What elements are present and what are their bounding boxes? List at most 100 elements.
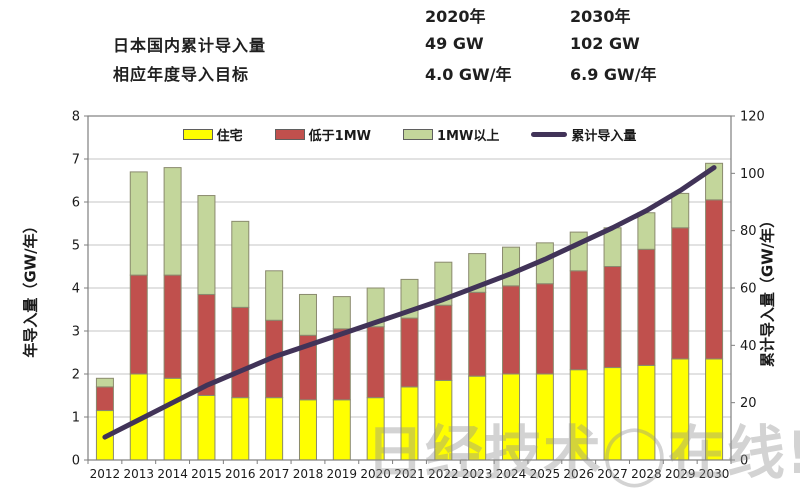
tick-label: 2015	[191, 467, 222, 481]
bar-segment-s2-2024	[502, 246, 521, 287]
bar-segment-s2-2018	[298, 293, 317, 336]
bar-segment-s2-2027	[603, 227, 622, 268]
left-axis-title: 年导入量（GW/年）	[21, 218, 40, 358]
bar-segment-s0-2024	[502, 373, 521, 461]
tick-label: 2019	[327, 467, 358, 481]
tick-label: 2012	[90, 467, 121, 481]
x-axis-labels: 2012 2013 2014 2015 2016 2017 2018 2019 2020 2021…	[90, 467, 730, 481]
residential-swatch-icon	[182, 128, 213, 140]
legend-item-cumulative: 累计导入量	[531, 125, 636, 144]
row-label-annual-target: 相应年度导入目标	[113, 64, 250, 84]
tick-label: 2026	[563, 467, 594, 481]
bar-segment-s2-2020	[366, 287, 385, 328]
bar-segment-s0-2020	[366, 397, 385, 461]
bar-segment-s1-2020	[366, 326, 385, 399]
bar-segment-s2-2019	[332, 296, 351, 330]
bar-segment-s0-2026	[569, 369, 588, 461]
bar-segment-s1-2024	[502, 285, 521, 375]
tick-label: 4	[72, 282, 80, 297]
bar-segment-s0-2025	[535, 373, 554, 461]
tick-label: 20	[740, 396, 757, 411]
bar-segment-s0-2017	[265, 397, 284, 461]
legend-label-cumulative: 累计导入量	[571, 128, 637, 144]
bar-segment-s1-2021	[400, 317, 419, 388]
bar-segment-s0-2027	[603, 367, 622, 461]
bar-segment-s1-2030	[705, 199, 724, 360]
tick-label: 2014	[157, 467, 188, 481]
bar-segment-s1-2012	[95, 386, 114, 412]
header-col-2020: 2020年	[425, 6, 486, 26]
row-label-cumulative: 日本国内累计导入量	[113, 35, 267, 55]
tick-label: 2025	[530, 467, 561, 481]
tick-label: 60	[740, 282, 757, 297]
bar-segment-s1-2019	[332, 328, 351, 401]
bar-segment-s0-2028	[637, 364, 656, 461]
cumulative-line-swatch-icon	[531, 131, 568, 137]
bar-segment-s2-2028	[637, 212, 656, 250]
axis-ticks	[84, 115, 735, 464]
cumulative-2030-value: 102 GW	[570, 34, 640, 53]
tick-label: 100	[740, 167, 765, 182]
tick-label: 2018	[293, 467, 324, 481]
tick-label: 2023	[462, 467, 493, 481]
cumulative-2020-value: 49 GW	[425, 34, 484, 53]
tick-label: 2030	[699, 467, 730, 481]
bar-segment-s0-2029	[671, 358, 690, 461]
bar-segment-s1-2025	[535, 283, 554, 375]
legend-label-below-1mw: 低于1MW	[308, 128, 371, 144]
bar-segment-s2-2014	[163, 167, 182, 276]
tick-label: 2027	[597, 467, 628, 481]
bar-segment-s1-2022	[434, 304, 453, 381]
bar-segment-s0-2016	[231, 397, 250, 461]
bar-segment-s0-2021	[400, 386, 419, 461]
header-col-2030: 2030年	[570, 6, 631, 26]
bar-segment-s0-2015	[197, 395, 216, 461]
tick-label: 2024	[496, 467, 527, 481]
legend-label-above-1mw: 1MW以上	[437, 128, 500, 144]
tick-label: 80	[740, 224, 757, 239]
bar-segment-s2-2026	[569, 231, 588, 272]
bar-segment-s2-2012	[95, 377, 114, 388]
bar-segment-s1-2027	[603, 266, 622, 369]
tick-label: 1	[72, 411, 80, 426]
cumulative-line	[102, 165, 717, 440]
bar-segment-s2-2016	[231, 220, 250, 308]
legend-item-above-1mw: 1MW以上	[403, 125, 499, 144]
legend-label-residential: 住宅	[216, 128, 243, 144]
chart-legend: 住宅 低于1MW 1MW以上 累计导入量	[88, 123, 731, 145]
tick-label: 120	[740, 110, 765, 125]
tick-label: 2013	[123, 467, 154, 481]
tick-label: 3	[72, 325, 80, 340]
bar-segment-s0-2014	[163, 377, 182, 461]
tick-label: 2	[72, 368, 80, 383]
below-1mw-swatch-icon	[274, 128, 305, 140]
bar-segment-s1-2023	[468, 291, 487, 377]
tick-label: 5	[72, 239, 80, 254]
bar-segment-s1-2013	[129, 274, 148, 375]
bar-segment-s1-2026	[569, 270, 588, 371]
bar-segment-s0-2022	[434, 379, 453, 461]
bar-segment-s1-2016	[231, 306, 250, 399]
header-table: 2020年 2030年 日本国内累计导入量 49 GW 102 GW 相应年度导…	[0, 0, 800, 87]
tick-label: 2029	[665, 467, 696, 481]
tick-label: 2020	[360, 467, 391, 481]
bar-segment-s2-2015	[197, 195, 216, 295]
tick-label: 0	[72, 454, 80, 469]
tick-label: 0	[740, 454, 748, 469]
tick-label: 2021	[394, 467, 425, 481]
tick-label: 2022	[428, 467, 459, 481]
tick-label: 2016	[225, 467, 256, 481]
bar-segment-s1-2028	[637, 248, 656, 366]
tick-label: 7	[72, 153, 80, 168]
bar-segment-s2-2029	[671, 192, 690, 229]
tick-label: 40	[740, 339, 757, 354]
bar-segment-s1-2014	[163, 274, 182, 379]
legend-item-below-1mw: 低于1MW	[274, 125, 371, 144]
right-axis-title: 累计导入量（GW/年）	[758, 212, 777, 368]
annual-target-2030-value: 6.9 GW/年	[570, 64, 657, 84]
bar-segment-s2-2022	[434, 261, 453, 306]
above-1mw-swatch-icon	[403, 128, 433, 140]
bar-segment-s2-2017	[265, 270, 284, 321]
